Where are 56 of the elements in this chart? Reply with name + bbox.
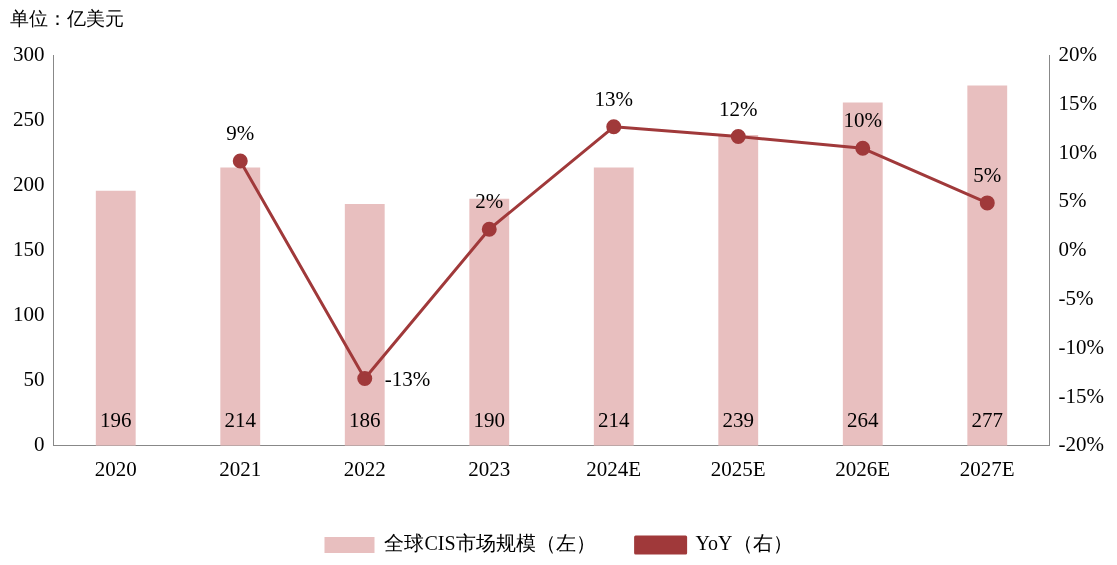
y-tick-label: 250 — [13, 107, 45, 132]
x-tick-label: 2024E — [586, 456, 642, 481]
y2-tick-label: -20% — [1058, 432, 1105, 457]
data-label: 9% — [226, 120, 255, 145]
y2-tick-label: 5% — [1058, 188, 1087, 213]
y2-tick-label: 15% — [1058, 90, 1098, 115]
bar — [842, 102, 883, 446]
point — [357, 370, 373, 386]
y-tick-label: 200 — [13, 172, 45, 197]
point — [979, 195, 995, 211]
y2-tick-label: -5% — [1058, 285, 1094, 310]
y2-tick-label: -15% — [1058, 383, 1105, 408]
bar — [718, 134, 759, 446]
x-tick-label: 2023 — [468, 456, 511, 481]
legend-label: YoY（右） — [695, 532, 793, 555]
x-tick-label: 2020 — [94, 456, 137, 481]
y-tick-label: 0 — [34, 432, 45, 457]
x-tick-label: 2025E — [710, 456, 766, 481]
text: 单位：亿美元 — [9, 7, 125, 31]
bar — [95, 190, 136, 446]
x-tick-label: 2022 — [343, 456, 386, 481]
point — [855, 140, 871, 156]
data-label: 214 — [224, 407, 257, 432]
data-label: 264 — [847, 407, 880, 432]
x-tick-label: 2026E — [835, 456, 891, 481]
y-tick-label: 50 — [23, 367, 45, 392]
data-label: 190 — [473, 407, 506, 432]
data-label: 214 — [598, 407, 631, 432]
y-tick-label: 150 — [13, 237, 45, 262]
point — [606, 119, 622, 135]
data-label: 5% — [973, 162, 1002, 187]
data-label: 10% — [843, 108, 883, 133]
data-label: 196 — [100, 407, 132, 432]
x-tick-label: 2027E — [959, 456, 1015, 481]
y2-tick-label: 20% — [1058, 42, 1098, 67]
bar — [344, 203, 385, 446]
data-label: -13% — [384, 367, 431, 392]
bar — [967, 85, 1008, 446]
y-tick-label: 100 — [13, 302, 45, 327]
data-label: 239 — [722, 407, 755, 432]
data-label: 277 — [971, 407, 1004, 432]
data-label: 13% — [594, 86, 634, 111]
legend-label: 全球CIS市场规模（左） — [384, 532, 596, 555]
y2-tick-label: 10% — [1058, 139, 1098, 164]
y2-tick-label: 0% — [1058, 237, 1087, 262]
data-label: 2% — [475, 189, 504, 214]
y-tick-label: 300 — [13, 42, 45, 67]
x-tick-label: 2021 — [219, 456, 262, 481]
bar — [220, 167, 261, 446]
data-label: 12% — [719, 96, 758, 121]
point — [481, 221, 497, 237]
y2-tick-label: -10% — [1058, 334, 1105, 359]
bar — [593, 167, 634, 446]
data-label: 186 — [349, 407, 381, 432]
point — [730, 129, 746, 145]
point — [232, 153, 248, 169]
